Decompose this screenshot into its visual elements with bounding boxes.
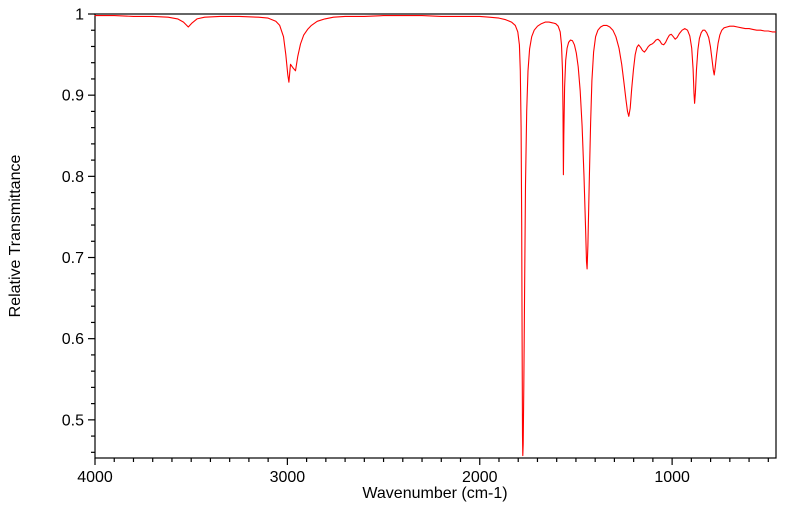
tick-label: 4000	[77, 469, 113, 486]
y-axis-label: Relative Transmittance	[7, 155, 24, 318]
tick-label: 0.8	[62, 169, 84, 186]
axis-ticks	[88, 13, 769, 465]
tick-label: 2000	[462, 469, 498, 486]
tick-label: 0.6	[62, 331, 84, 348]
tick-label: 0.9	[62, 88, 84, 105]
tick-label: 3000	[270, 469, 306, 486]
x-axis-label: Wavenumber (cm-1)	[362, 485, 507, 502]
axis-tick-labels: 4000 3000 2000 1000 1 0.9 0.8 0.7 0.6 0.5	[62, 7, 690, 487]
tick-label: 0.5	[62, 412, 84, 429]
tick-label: 1	[75, 7, 84, 24]
plot-frame	[94, 13, 777, 459]
spectrum-line	[94, 15, 777, 457]
tick-label: 1000	[654, 469, 690, 486]
tick-label: 0.7	[62, 250, 84, 267]
